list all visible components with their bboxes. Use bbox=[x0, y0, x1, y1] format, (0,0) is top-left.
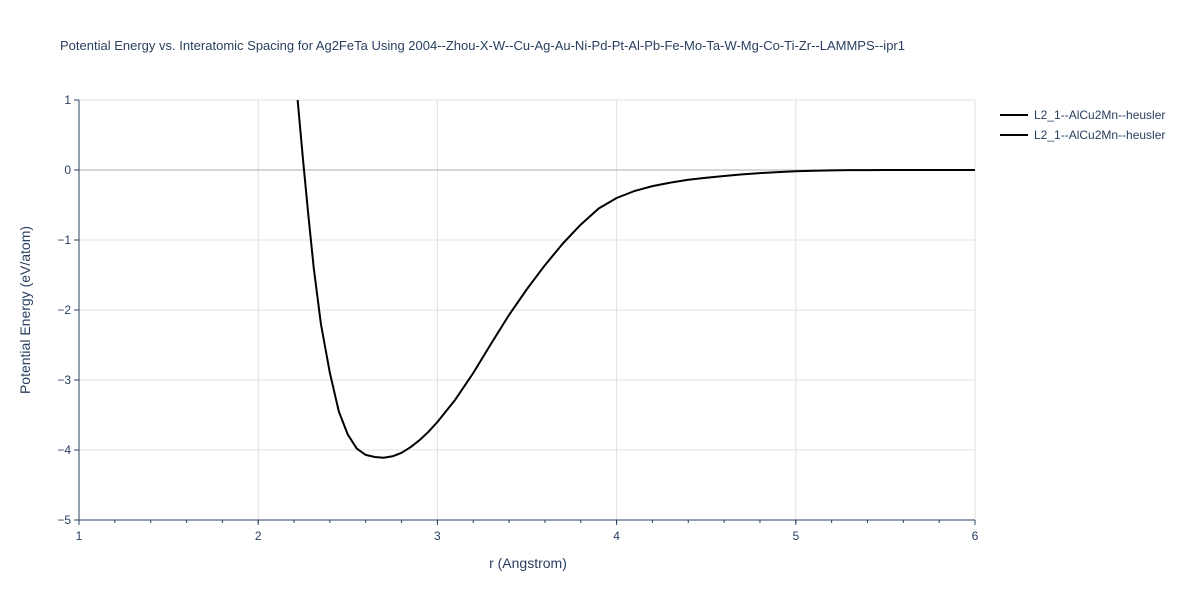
axis-layer: 1 2 3 4 5 6 1 0 −1 −2 −3 −4 −5 bbox=[57, 93, 978, 543]
legend-item[interactable]: L2_1--AlCu2Mn--heusler bbox=[1000, 128, 1165, 142]
chart-title: Potential Energy vs. Interatomic Spacing… bbox=[60, 38, 905, 53]
y-tick-label: −2 bbox=[57, 303, 71, 317]
y-tick-label: 1 bbox=[64, 93, 71, 107]
plot-layer bbox=[296, 100, 975, 459]
y-tick-label: 0 bbox=[64, 163, 71, 177]
y-axis-title: Potential Energy (eV/atom) bbox=[17, 226, 33, 394]
legend-label: L2_1--AlCu2Mn--heusler bbox=[1034, 128, 1165, 142]
x-tick-label: 6 bbox=[972, 529, 979, 543]
y-tick-label: −3 bbox=[57, 373, 71, 387]
x-tick-label: 2 bbox=[255, 529, 262, 543]
y-tick-label: −1 bbox=[57, 233, 71, 247]
y-tick-label: −4 bbox=[57, 443, 71, 457]
x-tick-label: 5 bbox=[792, 529, 799, 543]
x-tick-label: 3 bbox=[434, 529, 441, 543]
y-tick-label: −5 bbox=[57, 513, 71, 527]
x-axis-title: r (Angstrom) bbox=[489, 555, 567, 571]
x-tick-label: 1 bbox=[76, 529, 83, 543]
legend[interactable]: L2_1--AlCu2Mn--heusler L2_1--AlCu2Mn--heu… bbox=[1000, 108, 1165, 142]
x-tick-label: 4 bbox=[613, 529, 620, 543]
series-line-0 bbox=[296, 100, 975, 459]
legend-label: L2_1--AlCu2Mn--heusler bbox=[1034, 108, 1165, 122]
grid-layer bbox=[79, 99, 976, 520]
legend-item[interactable]: L2_1--AlCu2Mn--heusler bbox=[1000, 108, 1165, 122]
